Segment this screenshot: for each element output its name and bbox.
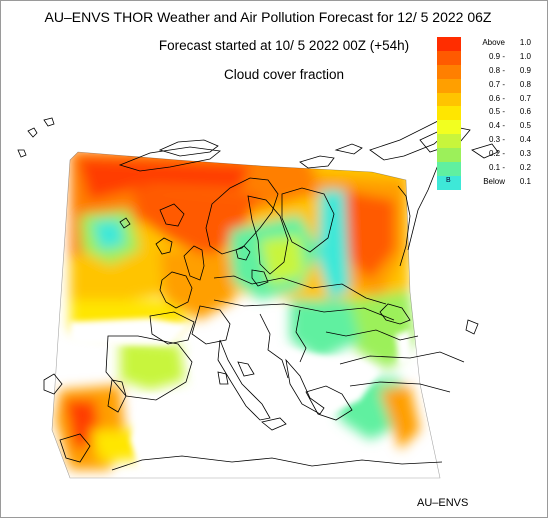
legend-upper-bound: 0.8: [519, 79, 531, 89]
legend-upper-bound: 1.0: [519, 51, 531, 61]
legend-upper-bound: 0.9: [519, 65, 531, 75]
legend-swatch: [437, 106, 461, 121]
legend-lower-bound: 0.5 -: [488, 107, 505, 117]
legend-lower-bound: 0.9 -: [488, 51, 505, 61]
cloud-field: [52, 152, 440, 478]
legend-row: 0.9 - 1.0: [437, 50, 537, 65]
coastlines: [17, 117, 499, 471]
legend-label: 0.7 - 0.8: [465, 80, 531, 89]
legend-label: 0.2 - 0.3: [465, 149, 531, 158]
legend-swatch: [437, 134, 461, 149]
legend-lower-bound: 0.4 -: [488, 121, 505, 131]
legend-swatch-mark: B: [446, 176, 451, 184]
legend-row: 0.5 - 0.6: [437, 106, 537, 121]
legend-upper-bound: 0.3: [519, 149, 531, 159]
legend-lower-bound: 0.1 -: [488, 163, 505, 173]
legend-label: 0.4 - 0.5: [465, 121, 531, 130]
legend-lower-bound: Above: [482, 38, 505, 47]
legend-label: Above 1.0: [465, 38, 531, 47]
legend-label: Below 0.1: [465, 177, 531, 186]
legend-label: 0.3 - 0.4: [465, 135, 531, 144]
legend-label: 0.1 - 0.2: [465, 163, 531, 172]
legend-swatch: B: [437, 175, 461, 190]
legend-swatch: [437, 64, 461, 79]
legend-upper-bound: 0.4: [519, 135, 531, 145]
legend-label: 0.9 - 1.0: [465, 52, 531, 61]
legend-lower-bound: 0.8 -: [488, 65, 505, 75]
legend-lower-bound: 0.6 -: [488, 93, 505, 103]
legend-upper-bound: 1.0: [519, 38, 531, 47]
legend-upper-bound: 0.1: [519, 176, 531, 186]
legend-row: 0.2 - 0.3: [437, 148, 537, 163]
legend-swatch: [437, 120, 461, 135]
variable-name: Cloud cover fraction: [223, 67, 345, 82]
legend-row: 0.7 - 0.8: [437, 78, 537, 93]
legend-upper-bound: 0.5: [519, 121, 531, 131]
legend-row: 0.3 - 0.4: [437, 134, 537, 149]
legend-upper-bound: 0.7: [519, 93, 531, 103]
legend-upper-bound: 0.2: [519, 163, 531, 173]
color-legend: Above 1.0 0.9 - 1.0 0.8 - 0.9 0.7 - 0.8 0.6 - 0.7…: [437, 37, 537, 190]
legend-swatch: [437, 92, 461, 107]
legend-lower-bound: 0.3 -: [488, 135, 505, 145]
legend-swatch: [437, 50, 461, 65]
legend-row: 0.4 - 0.5: [437, 120, 537, 135]
model-domain-outline: [51, 151, 441, 479]
legend-swatch: [437, 37, 461, 51]
legend-label: 0.6 - 0.7: [465, 94, 531, 103]
forecast-start-text: Forecast started at 10/ 5 2022 00Z (+54h…: [158, 38, 410, 53]
legend-row: 0.6 - 0.7: [437, 92, 537, 107]
legend-row: 0.8 - 0.9: [437, 64, 537, 79]
legend-swatch: [437, 78, 461, 93]
legend-swatch: [437, 148, 461, 163]
legend-row: B Below 0.1: [437, 175, 537, 190]
legend-lower-bound: 0.7 -: [488, 79, 505, 89]
legend-swatch: [437, 162, 461, 177]
legend-row: Above 1.0: [437, 37, 537, 51]
legend-label: 0.5 - 0.6: [465, 107, 531, 116]
legend-lower-bound: Below: [483, 176, 505, 186]
legend-upper-bound: 0.6: [519, 107, 531, 117]
credit-label: AU–ENVS: [417, 497, 469, 509]
map-title: AU–ENVS THOR Weather and Air Pollution F…: [44, 9, 492, 25]
legend-row: 0.1 - 0.2: [437, 162, 537, 177]
legend-lower-bound: 0.2 -: [488, 149, 505, 159]
legend-label: 0.8 - 0.9: [465, 66, 531, 75]
